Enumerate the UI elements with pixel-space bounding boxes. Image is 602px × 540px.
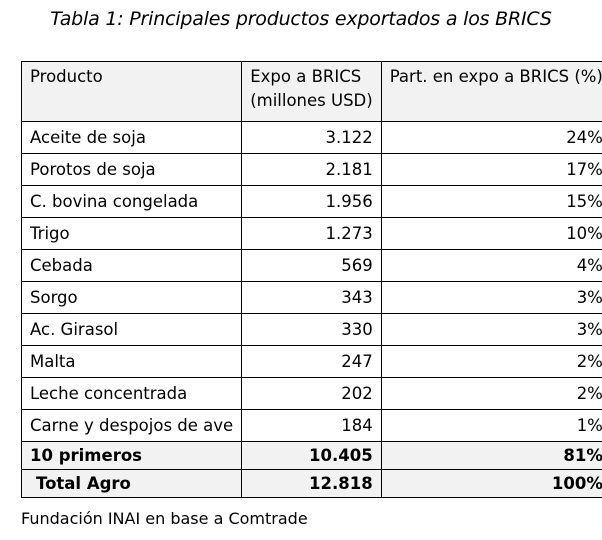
cell-part: 15% (380, 185, 602, 218)
cell-product: Aceite de soja (20, 121, 243, 154)
summary-row-top10: 10 primeros 10.405 81% (20, 441, 602, 470)
table-row: Leche concentrada 202 2% (20, 377, 602, 410)
cell-expo: 2.181 (241, 153, 382, 186)
cell-product: Malta (20, 345, 243, 378)
cell-product: Trigo (20, 217, 243, 250)
table-row: Malta 247 2% (20, 345, 602, 378)
cell-expo: 1.273 (241, 217, 382, 250)
cell-expo: 202 (241, 377, 382, 410)
header-expo-line1: Expo a BRICS (250, 67, 362, 86)
cell-product: Ac. Girasol (20, 313, 243, 346)
table-row: C. bovina congelada 1.956 15% (20, 185, 602, 218)
cell-product: Cebada (20, 249, 243, 282)
table-row: Trigo 1.273 10% (20, 217, 602, 250)
cell-expo: 184 (241, 409, 382, 442)
cell-expo: 3.122 (241, 121, 382, 154)
cell-expo: 247 (241, 345, 382, 378)
cell-part: 24% (380, 121, 602, 154)
cell-part: 2% (380, 345, 602, 378)
cell-part: 100% (380, 469, 602, 498)
cell-product: C. bovina congelada (20, 185, 243, 218)
cell-part: 4% (380, 249, 602, 282)
header-expo-line2: (millones USD) (250, 91, 373, 110)
table-row: Aceite de soja 3.122 24% (20, 121, 602, 154)
cell-part: 3% (380, 313, 602, 346)
table-header-row: Producto Expo a BRICS (millones USD) Part… (20, 61, 602, 122)
table-caption: Tabla 1: Principales productos exportado… (50, 8, 552, 30)
header-product: Producto (20, 61, 243, 122)
cell-product: Porotos de soja (20, 153, 243, 186)
table-row: Cebada 569 4% (20, 249, 602, 282)
header-part: Part. en expo a BRICS (%) (380, 61, 602, 122)
header-expo: Expo a BRICS (millones USD) (241, 61, 382, 122)
cell-product: Total Agro (20, 469, 243, 498)
cell-expo: 569 (241, 249, 382, 282)
cell-product: Leche concentrada (20, 377, 243, 410)
cell-product: Carne y despojos de ave (20, 409, 243, 442)
exports-table: Producto Expo a BRICS (millones USD) Part… (20, 61, 602, 498)
cell-expo: 343 (241, 281, 382, 314)
cell-part: 2% (380, 377, 602, 410)
table-row: Porotos de soja 2.181 17% (20, 153, 602, 186)
cell-part: 81% (380, 441, 602, 470)
summary-row-total: Total Agro 12.818 100% (20, 469, 602, 498)
cell-product: 10 primeros (20, 441, 243, 470)
cell-expo: 330 (241, 313, 382, 346)
table-row: Sorgo 343 3% (20, 281, 602, 314)
cell-expo: 1.956 (241, 185, 382, 218)
cell-expo: 12.818 (241, 469, 382, 498)
cell-part: 10% (380, 217, 602, 250)
cell-part: 3% (380, 281, 602, 314)
table-row: Carne y despojos de ave 184 1% (20, 409, 602, 442)
cell-part: 17% (380, 153, 602, 186)
cell-part: 1% (380, 409, 602, 442)
cell-product: Sorgo (20, 281, 243, 314)
cell-expo: 10.405 (241, 441, 382, 470)
source-note: Fundación INAI en base a Comtrade (21, 509, 308, 528)
table-row: Ac. Girasol 330 3% (20, 313, 602, 346)
